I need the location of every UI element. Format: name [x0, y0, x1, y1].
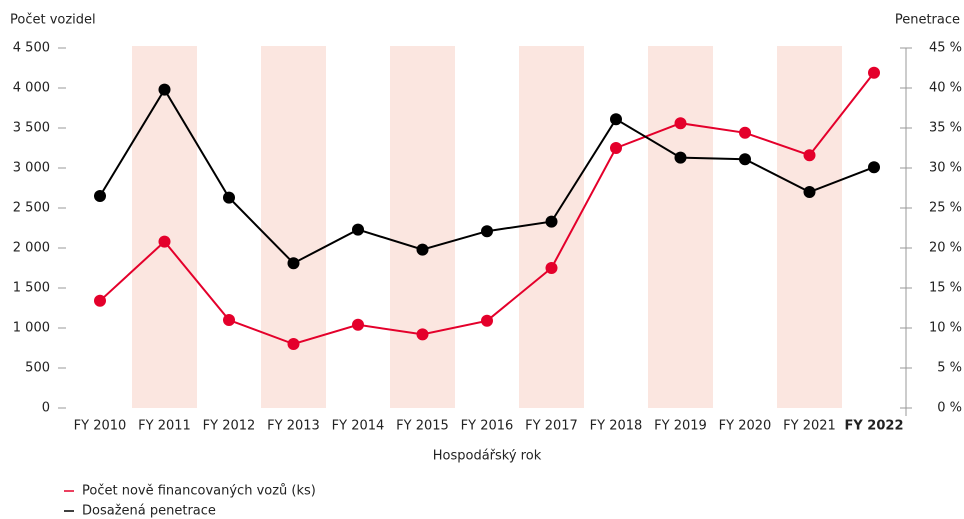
- x-tick-label: FY 2021: [783, 419, 836, 434]
- x-tick-label: FY 2014: [332, 419, 385, 434]
- x-tick-label: FY 2022: [844, 419, 903, 434]
- point: [545, 262, 558, 274]
- point: [416, 328, 429, 341]
- point: [868, 66, 880, 79]
- y-tick-label: 1 000: [13, 321, 50, 336]
- x-tick-label: FY 2020: [719, 419, 772, 434]
- point: [868, 161, 880, 174]
- point: [416, 243, 429, 256]
- y2-tick-label: 10 %: [929, 321, 962, 336]
- band: [777, 46, 842, 408]
- x-tick-label: FY 2013: [267, 419, 320, 434]
- y-tick-label: 1 500: [13, 281, 50, 296]
- y2-tick-label: 0 %: [937, 401, 962, 416]
- y-tick-label: 0: [42, 401, 50, 416]
- point: [223, 314, 235, 326]
- y-tick-label: 4 500: [13, 41, 50, 56]
- y-tick-label: 2 500: [13, 201, 50, 216]
- y-tick-label: 3 500: [13, 121, 50, 136]
- y2-axis-title: Penetrace: [895, 13, 960, 28]
- x-tick-label: FY 2018: [590, 419, 643, 434]
- y-tick-label: 4 000: [13, 81, 50, 96]
- point: [352, 223, 364, 236]
- point: [223, 191, 235, 204]
- point: [158, 83, 171, 96]
- x-tick-label: FY 2011: [138, 419, 191, 434]
- y2-tick-label: 5 %: [937, 361, 962, 376]
- legend-label: Dosažená penetrace: [82, 504, 216, 519]
- y-tick-label: 3 000: [13, 161, 50, 176]
- point: [739, 126, 751, 139]
- y2-tick-label: 30 %: [929, 161, 962, 176]
- point: [674, 151, 687, 164]
- y2-tick-label: 25 %: [929, 201, 962, 216]
- legend-label: Počet nově financovaných vozů (ks): [82, 484, 316, 499]
- series-line: [99, 72, 875, 346]
- y-tick-label: 500: [25, 361, 50, 376]
- x-tick-label: FY 2010: [74, 419, 127, 434]
- band: [390, 46, 455, 408]
- point: [481, 314, 493, 327]
- y-tick-label: 2 000: [13, 241, 50, 256]
- y2-tick-label: 40 %: [929, 81, 962, 96]
- point: [94, 294, 106, 307]
- y2-tick-label: 35 %: [929, 121, 962, 136]
- point: [352, 318, 364, 331]
- band: [261, 46, 326, 408]
- band: [132, 46, 197, 408]
- y2-tick-label: 20 %: [929, 241, 962, 256]
- band: [648, 46, 713, 408]
- point: [610, 142, 622, 154]
- y2-tick-label: 45 %: [929, 41, 962, 56]
- x-tick-label: FY 2017: [525, 419, 578, 434]
- y2-tick-label: 15 %: [929, 281, 962, 296]
- point: [739, 153, 751, 166]
- x-tick-label: FY 2012: [203, 419, 256, 434]
- y-axis-title: Počet vozidel: [10, 13, 96, 28]
- x-tick-label: FY 2016: [461, 419, 514, 434]
- point: [610, 113, 622, 126]
- point: [545, 215, 558, 228]
- point: [287, 338, 300, 350]
- x-tick-label: FY 2015: [396, 419, 449, 434]
- point: [481, 225, 493, 238]
- point: [94, 190, 106, 202]
- point: [803, 186, 816, 198]
- point: [674, 117, 687, 130]
- x-axis-title: Hospodářský rok: [433, 449, 542, 464]
- point: [158, 235, 171, 248]
- x-tick-label: FY 2019: [654, 419, 707, 434]
- point: [287, 257, 300, 270]
- point: [803, 149, 816, 162]
